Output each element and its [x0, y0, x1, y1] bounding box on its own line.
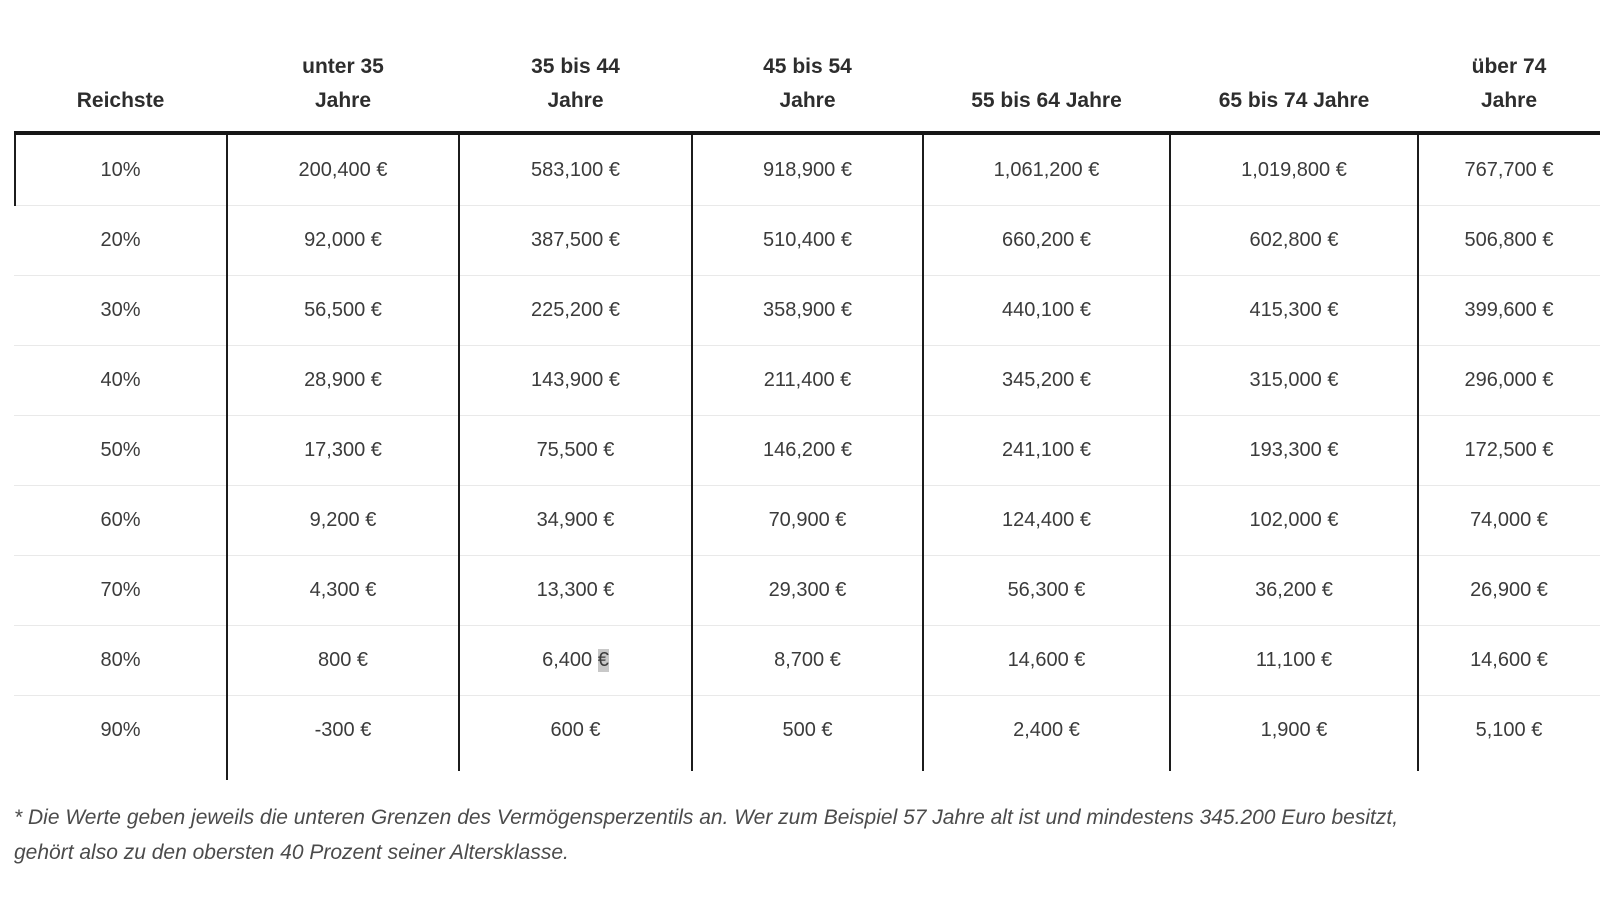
table-cell: 74,000 €	[1470, 509, 1548, 531]
table-cell: 583,100 €	[531, 158, 620, 181]
table-cell: 1,019,800 €	[1241, 158, 1347, 181]
table-cell: 34,900 €	[536, 509, 615, 531]
row-label-percentile: 70%	[100, 579, 141, 601]
table-cell: 4,300 €	[309, 579, 377, 601]
row-label-percentile: 60%	[100, 509, 141, 531]
row-label-percentile: 50%	[100, 439, 141, 461]
column-divider	[458, 135, 460, 771]
selected-text: €	[597, 649, 609, 672]
table-footnote: * Die Werte geben jeweils die unteren Gr…	[14, 806, 1399, 864]
table-row: 90% -300 € 600 € 500 € 2,400 € 1,900 € 5,100 …	[14, 695, 1600, 765]
table-cell: 1,061,200 €	[993, 158, 1100, 181]
table-cell: 500 €	[782, 719, 833, 741]
row-label-percentile: 10%	[100, 158, 141, 181]
table-cell: 767,700 €	[1464, 158, 1554, 181]
column-divider	[922, 135, 924, 771]
table-cell: 241,100 €	[1002, 439, 1091, 461]
table-cell: 124,400 €	[1002, 509, 1091, 531]
table-cell: 225,200 €	[531, 299, 620, 321]
table-cell: 75,500 €	[536, 439, 615, 461]
table-cell: 26,900 €	[1470, 579, 1548, 601]
column-divider	[226, 135, 228, 780]
table-row: 60% 9,200 € 34,900 € 70,900 € 124,400 € 102,…	[14, 485, 1600, 555]
table-cell: 358,900 €	[763, 299, 852, 321]
table-cell: 146,200 €	[763, 439, 852, 461]
table-cell: 345,200 €	[1002, 369, 1091, 391]
table-cell: 399,600 €	[1464, 299, 1554, 321]
table-cell: 600 €	[550, 719, 601, 741]
column-header-reichste: Reichste	[76, 89, 165, 112]
row-label-percentile: 30%	[100, 299, 141, 321]
table-cell: 193,300 €	[1249, 439, 1339, 461]
table-cell: 56,500 €	[304, 299, 382, 321]
table-cell: 506,800 €	[1464, 229, 1554, 251]
table-cell: 36,200 €	[1255, 579, 1333, 601]
column-header-35-44: 35 bis 44 Jahre	[531, 55, 620, 112]
table-cell: 1,900 €	[1260, 719, 1328, 741]
table-cell: 5,100 €	[1475, 719, 1543, 741]
table-cell: 14,600 €	[1007, 649, 1086, 671]
column-header-45-54: 45 bis 54 Jahre	[763, 55, 852, 112]
table-cell: 14,600 €	[1470, 649, 1548, 671]
row-label-percentile: 80%	[100, 649, 141, 671]
row-label-percentile: 20%	[100, 229, 141, 251]
column-header-over-74: über 74 Jahre	[1471, 55, 1547, 112]
table-cell: 602,800 €	[1249, 229, 1339, 251]
table-cell: 800 €	[317, 649, 369, 671]
table-body: 10% 200,400 € 583,100 € 918,900 € 1,061,200…	[14, 135, 1600, 780]
table-header-row: Reichste unter 35 Jahre 35 bis 44 Jahre …	[14, 0, 1600, 131]
table-cell: 387,500 €	[531, 229, 620, 251]
column-divider	[691, 135, 693, 771]
table-cell: 29,300 €	[768, 579, 847, 601]
row-label-percentile: 90%	[100, 719, 141, 741]
table-row: 80% 800 € 6,400 € 8,700 € 14,600 € 11,100 € 1…	[14, 625, 1600, 695]
column-header-under-35: unter 35 Jahre	[302, 55, 384, 112]
column-divider	[1417, 135, 1419, 771]
table-cell: 17,300 €	[304, 439, 382, 461]
table-cell: 13,300 €	[536, 579, 615, 601]
column-header-65-74: 65 bis 74 Jahre	[1218, 89, 1370, 112]
table-cell: 315,000 €	[1249, 369, 1339, 391]
table-cell: 296,000 €	[1464, 369, 1554, 391]
table-cell: 8,700 €	[774, 649, 841, 671]
table-cell: 200,400 €	[298, 158, 388, 181]
table-cell: -300 €	[314, 719, 372, 741]
column-divider	[1169, 135, 1171, 771]
table-cell: 9,200 €	[309, 509, 377, 531]
table-cell: 172,500 €	[1464, 439, 1554, 461]
table-cell: 143,900 €	[531, 369, 620, 391]
table-cell: 440,100 €	[1002, 299, 1091, 321]
table-cell: 415,300 €	[1249, 299, 1339, 321]
table-cell: 56,300 €	[1007, 579, 1086, 601]
table-cell: 70,900 €	[768, 509, 847, 531]
table-cell: 2,400 €	[1013, 719, 1080, 741]
header-divider-rule	[14, 131, 1600, 135]
table-cell: 28,900 €	[304, 369, 382, 391]
table-cell: 92,000 €	[304, 229, 382, 251]
table-left-border	[14, 135, 16, 206]
table-row: 40% 28,900 € 143,900 € 211,400 € 345,200 € 3…	[14, 345, 1600, 415]
table-cell: 660,200 €	[1002, 229, 1091, 251]
table-row: 20% 92,000 € 387,500 € 510,400 € 660,200 € 6…	[14, 205, 1600, 275]
table-row: 50% 17,300 € 75,500 € 146,200 € 241,100 € 19…	[14, 415, 1600, 485]
table-cell: 102,000 €	[1249, 509, 1339, 531]
table-cell: 211,400 €	[763, 369, 852, 391]
table-cell: 6,400 €	[542, 649, 609, 672]
column-header-55-64: 55 bis 64 Jahre	[971, 89, 1122, 112]
table-row: 30% 56,500 € 225,200 € 358,900 € 440,100 € 4…	[14, 275, 1600, 345]
table-row: 10% 200,400 € 583,100 € 918,900 € 1,061,200…	[14, 135, 1600, 205]
table-cell: 510,400 €	[763, 229, 852, 251]
table-cell: 918,900 €	[763, 158, 852, 181]
row-label-percentile: 40%	[100, 369, 141, 391]
table-cell: 11,100 €	[1255, 649, 1333, 671]
table-row: 70% 4,300 € 13,300 € 29,300 € 56,300 € 36,20…	[14, 555, 1600, 625]
